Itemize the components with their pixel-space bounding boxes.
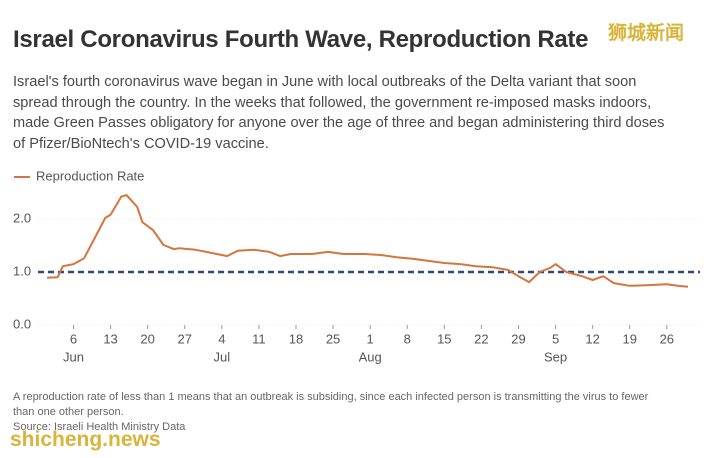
y-tick-label: 0.0 xyxy=(13,316,31,331)
data-line xyxy=(46,194,689,288)
x-tick-label: 27 xyxy=(178,331,192,346)
description-line: of Pfizer/BioNtech's COVID-19 vaccine. xyxy=(13,135,269,152)
x-tick-label: 29 xyxy=(511,331,525,346)
legend-label: Reproduction Rate xyxy=(36,168,144,183)
x-tick-label: 11 xyxy=(252,331,266,346)
month-label: Aug xyxy=(359,349,382,364)
x-tick-label: 19 xyxy=(622,331,636,346)
footnote: A reproduction rate of less than 1 means… xyxy=(13,390,648,435)
footnote-line: A reproduction rate of less than 1 means… xyxy=(13,391,649,403)
x-tick-label: 25 xyxy=(326,331,340,346)
x-tick-label: 20 xyxy=(140,331,154,346)
description-line: spread through the country. In the weeks… xyxy=(13,94,652,111)
x-tick-label: 5 xyxy=(552,331,559,346)
description-line: Israel's fourth coronavirus wave began i… xyxy=(13,74,637,90)
y-tick-label: 2.0 xyxy=(13,210,31,225)
month-label: Jul xyxy=(214,349,231,364)
watermark: shicheng.news xyxy=(10,428,161,451)
x-tick-label: 12 xyxy=(585,331,599,346)
y-tick-label: 1.0 xyxy=(13,263,31,278)
x-tick-label: 1 xyxy=(367,331,374,346)
x-tick-label: 8 xyxy=(404,331,411,346)
x-tick-label: 4 xyxy=(218,331,225,346)
description: Israel's fourth coronavirus wave began i… xyxy=(13,72,664,154)
x-tick-label: 22 xyxy=(474,331,488,346)
x-tick-label: 18 xyxy=(289,331,303,346)
month-label: Sep xyxy=(544,349,567,364)
x-tick-label: 15 xyxy=(437,331,451,346)
x-tick-label: 13 xyxy=(103,331,117,346)
x-tick-label: 26 xyxy=(660,331,674,346)
chart-title: Israel Coronavirus Fourth Wave, Reproduc… xyxy=(13,26,589,53)
source: Source: Israeli Health Ministry Data xyxy=(13,421,186,433)
watermark: 狮城新闻 xyxy=(608,23,685,44)
month-label: Jun xyxy=(63,349,84,364)
description-line: made Green Passes obligatory for anyone … xyxy=(13,115,665,132)
x-tick-label: 6 xyxy=(70,331,77,346)
footnote-line: than one other person. xyxy=(13,406,124,418)
